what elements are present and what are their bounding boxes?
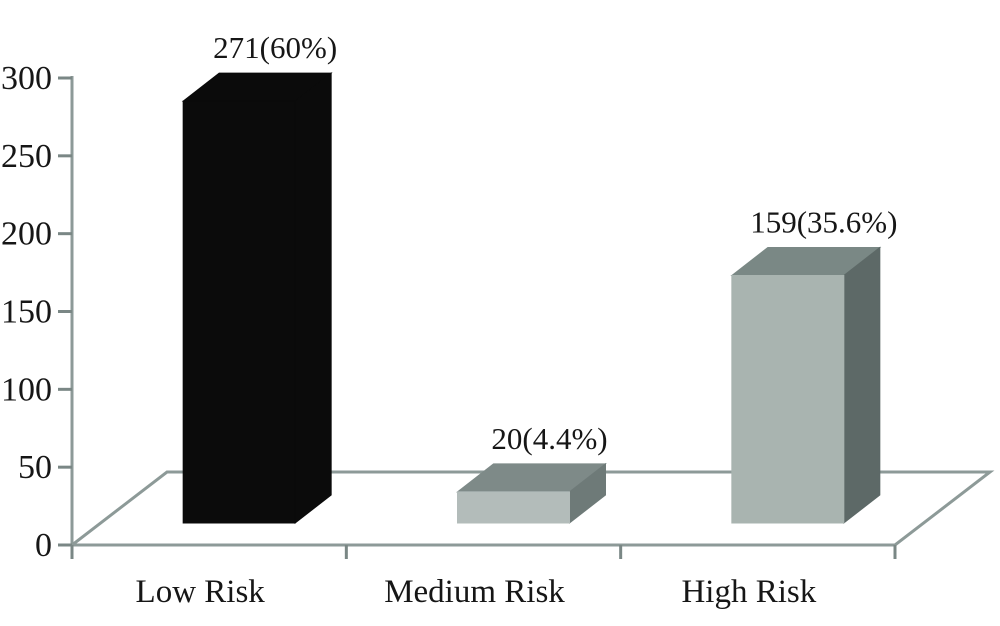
- bar-side-face: [294, 72, 332, 525]
- y-axis-tick-label: 250: [1, 138, 52, 175]
- bar-value-label: 271(60%): [213, 30, 337, 65]
- bar-value-label: 20(4.4%): [491, 421, 607, 456]
- bar-side-face: [843, 246, 881, 525]
- bar-front-face: [731, 274, 845, 524]
- bar-value-label: 159(35.6%): [750, 204, 897, 239]
- y-axis-tick-label: 200: [1, 216, 52, 253]
- y-axis-tick-label: 0: [35, 527, 52, 564]
- category-label: Medium Risk: [384, 574, 565, 610]
- category-label: High Risk: [681, 574, 816, 610]
- y-axis-tick-label: 300: [1, 60, 52, 97]
- bar-front-face: [182, 100, 296, 524]
- y-axis-tick-label: 150: [1, 294, 52, 331]
- category-label: Low Risk: [136, 574, 266, 610]
- y-axis-tick-label: 100: [1, 371, 52, 408]
- bar-front-face: [457, 491, 570, 524]
- y-axis-tick-label: 50: [18, 449, 52, 486]
